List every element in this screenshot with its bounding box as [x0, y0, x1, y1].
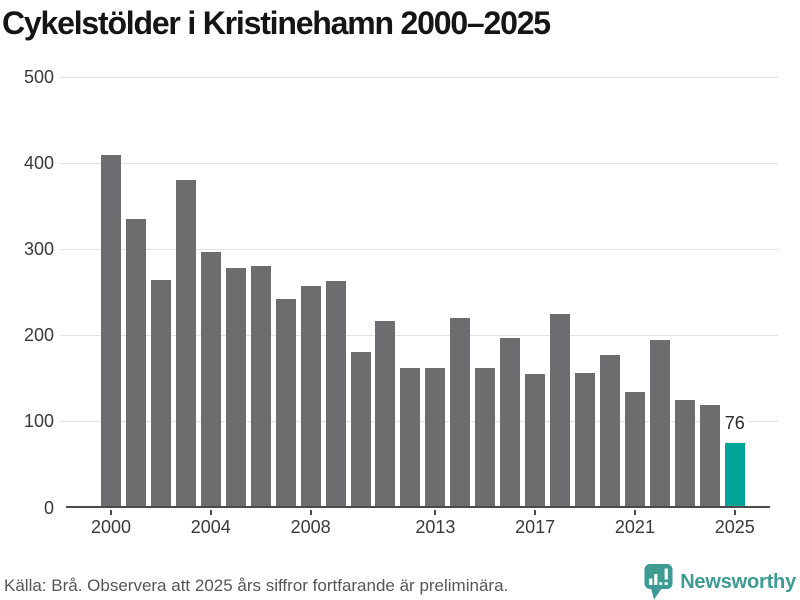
gridline-400 [60, 162, 778, 164]
bar-2009 [325, 281, 346, 507]
y-axis-labels: 0 100 200 300 400 500 [14, 67, 54, 518]
y-tick-label-300: 300 [23, 238, 54, 259]
bar-2005 [225, 267, 246, 507]
y-tick-label-500: 500 [23, 66, 54, 87]
gridline-200 [60, 335, 778, 337]
x-tick-label-2021: 2021 [614, 517, 655, 537]
chart-title: Cykelstölder i Kristinehamn 2000–2025 [2, 5, 551, 41]
bar-2012 [400, 367, 421, 507]
bar-2004 [200, 252, 221, 507]
bar-2018 [550, 314, 571, 507]
x-tick-label-2004: 2004 [190, 517, 231, 537]
x-tick-2000 [110, 510, 112, 515]
x-tick-2021 [633, 510, 636, 515]
bar-2007 [275, 298, 296, 507]
bar-2022 [649, 339, 670, 507]
x-tick-label-2000: 2000 [90, 517, 132, 537]
x-tick-label-2013: 2013 [415, 517, 456, 537]
y-tick-label-0: 0 [43, 497, 54, 518]
y-tick-label-400: 400 [23, 152, 54, 173]
x-tick-2008 [309, 510, 312, 515]
bar-2021 [624, 391, 645, 507]
bar-2025 [724, 442, 745, 507]
bar-2014 [450, 318, 471, 507]
bar-2015 [475, 367, 496, 507]
bar-2020 [600, 355, 620, 507]
x-tick-label-2017: 2017 [515, 517, 556, 537]
y-tick-label-200: 200 [23, 325, 54, 346]
bar-2013 [425, 367, 446, 507]
newsworthy-icon [644, 564, 673, 600]
bar-2008 [300, 285, 321, 507]
bar-2016 [500, 338, 521, 507]
bar-2006 [250, 265, 271, 507]
y-tick-label-100: 100 [23, 411, 54, 432]
x-tick-2004 [209, 510, 212, 515]
bar-2002 [150, 280, 171, 507]
x-tick-label-2008: 2008 [290, 517, 331, 537]
gridline-500 [60, 76, 778, 78]
gridline-300 [60, 248, 778, 250]
bar-2000 [101, 154, 121, 507]
bar-2001 [125, 219, 146, 507]
bar-2019 [575, 372, 596, 507]
bar-2010 [350, 351, 371, 507]
newsworthy-logo[interactable]: Newsworthy [644, 564, 796, 600]
bar-2011 [375, 320, 396, 507]
newsworthy-wordmark: Newsworthy [680, 570, 796, 593]
bar-chart-plot: 2000 2004 2008 2013 2017 2021 2025 76 [60, 76, 778, 537]
bar-2017 [525, 374, 546, 507]
value-label-2025: 76 [707, 413, 763, 434]
bar-2024 [699, 405, 720, 507]
x-tick-2013 [434, 510, 437, 515]
x-tick-2025 [733, 510, 736, 515]
x-axis-line [66, 506, 770, 508]
bar-2023 [674, 400, 695, 507]
source-note: Källa: Brå. Observera att 2025 års siffr… [4, 576, 509, 595]
bar-2003 [175, 179, 196, 507]
x-tick-label-2025: 2025 [714, 517, 755, 537]
x-tick-2017 [534, 510, 537, 515]
